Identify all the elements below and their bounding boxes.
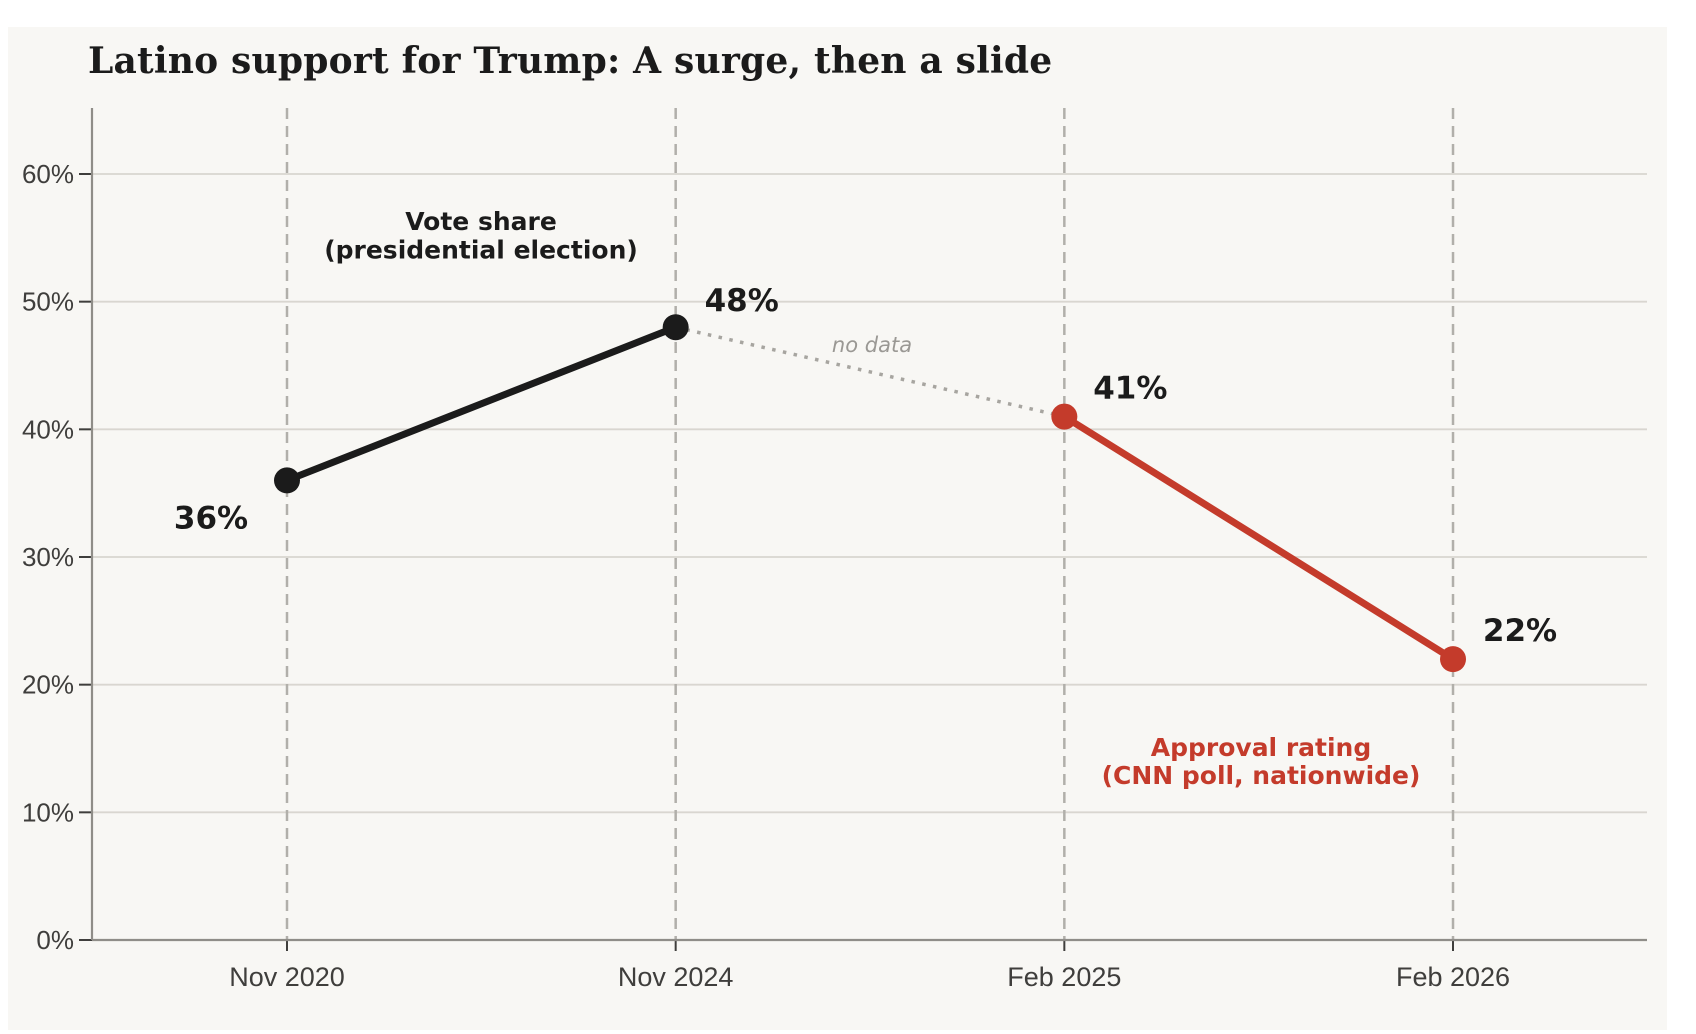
y-tick-label: 40% [22,414,74,444]
approval-rating-label: Approval rating [1151,733,1372,762]
x-tick-label: Feb 2025 [1007,962,1121,992]
y-tick-label: 0% [36,925,74,955]
data-point [1051,403,1078,430]
vote-share-label: (presidential election) [324,236,638,265]
approval-rating-label: (CNN poll, nationwide) [1102,761,1421,790]
vote-share-line [283,323,680,484]
data-point [274,467,300,494]
x-tick-label: Nov 2020 [229,962,345,992]
vote-share-label: Vote share [405,207,557,236]
no-data-label: no data [832,333,912,357]
y-tick-label: 20% [22,670,74,700]
point-value-label: 22% [1483,613,1557,649]
y-tick-label: 60% [22,159,74,189]
x-tick-label: Nov 2024 [618,962,734,992]
x-tick-label: Feb 2026 [1396,962,1510,992]
chart-title: Latino support for Trump: A surge, then … [88,40,1053,82]
y-tick-label: 30% [22,542,74,572]
data-point [1440,646,1467,673]
no-data-connector [675,325,1065,419]
chart-card [8,27,1667,1030]
point-value-label: 48% [705,283,779,319]
y-tick-label: 50% [22,287,74,317]
point-value-label: 36% [174,500,248,536]
point-value-label: 41% [1093,371,1167,407]
data-point [662,314,689,341]
approval-rating-line [1060,413,1457,663]
y-tick-label: 10% [22,797,74,827]
